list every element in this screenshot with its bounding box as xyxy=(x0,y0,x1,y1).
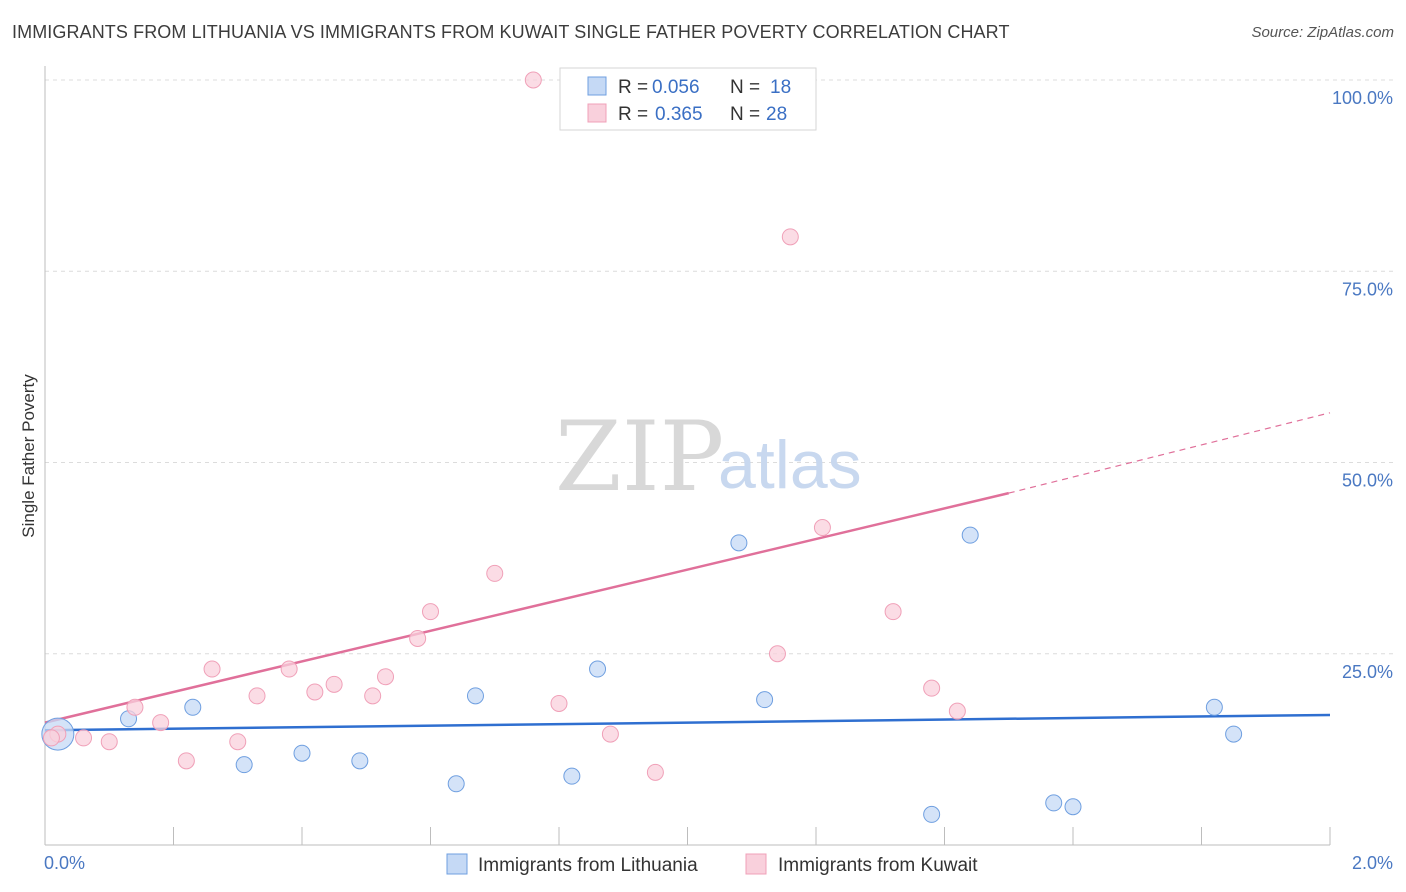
point-lithuania-14 xyxy=(1045,794,1063,812)
point-lithuania-13 xyxy=(961,526,979,544)
point-kuwait-11 xyxy=(325,675,343,693)
point-kuwait-21 xyxy=(768,645,786,663)
point-kuwait-6 xyxy=(203,660,221,678)
legend-swatch-kuwait xyxy=(587,103,607,123)
point-kuwait-8 xyxy=(248,687,266,705)
data-points xyxy=(41,71,1243,823)
point-kuwait-15 xyxy=(422,603,439,621)
x-tick-label-1: 2.0% xyxy=(1352,853,1393,873)
point-kuwait-3 xyxy=(126,698,144,716)
point-kuwait-17 xyxy=(524,71,542,89)
axes xyxy=(44,66,1331,846)
point-kuwait-16 xyxy=(486,564,504,582)
correlation-legend: R = 0.056 N = 18 R = 0.365 N = 28 xyxy=(559,67,817,131)
point-kuwait-26 xyxy=(948,702,966,720)
trendline-kuwait-extension xyxy=(1008,412,1331,494)
y-axis-title: Single Father Poverty xyxy=(19,374,38,538)
point-kuwait-14 xyxy=(409,629,427,647)
point-lithuania-3 xyxy=(235,756,253,774)
y-tick-label-3: 100.0% xyxy=(1332,88,1393,108)
point-kuwait-13 xyxy=(377,668,395,686)
point-kuwait-4 xyxy=(152,714,170,732)
point-kuwait-18 xyxy=(550,694,568,712)
legend-n-label-1: N = xyxy=(730,77,760,98)
point-kuwait-24 xyxy=(884,603,902,621)
bottom-legend-label-kuwait: Immigrants from Kuwait xyxy=(778,855,978,876)
point-kuwait-1 xyxy=(75,729,93,747)
point-kuwait-23 xyxy=(813,519,831,537)
point-kuwait-2 xyxy=(100,733,118,751)
point-lithuania-7 xyxy=(466,687,484,705)
point-kuwait-5 xyxy=(177,752,195,770)
series-legend: Immigrants from Lithuania Immigrants fro… xyxy=(446,853,978,876)
point-lithuania-16 xyxy=(1205,698,1223,716)
point-lithuania-11 xyxy=(756,691,774,709)
point-kuwait-12 xyxy=(364,687,382,705)
legend-n-value-1: 18 xyxy=(770,77,791,98)
point-lithuania-4 xyxy=(293,744,311,762)
x-tick-label-0: 0.0% xyxy=(44,853,85,873)
legend-r-value-2: 0.365 xyxy=(655,104,703,125)
point-lithuania-5 xyxy=(351,752,369,770)
bottom-legend-swatch-lithuania xyxy=(446,853,468,875)
bottom-legend-swatch-kuwait xyxy=(745,853,767,875)
watermark-atlas: atlas xyxy=(718,427,862,503)
point-lithuania-10 xyxy=(730,534,748,552)
bottom-legend-label-lithuania: Immigrants from Lithuania xyxy=(478,855,698,876)
point-lithuania-17 xyxy=(1225,725,1243,743)
point-kuwait-10 xyxy=(306,683,324,701)
grid-lines xyxy=(45,79,1395,655)
watermark: ZIP atlas xyxy=(555,401,862,513)
trendline-lithuania xyxy=(44,713,1331,732)
point-lithuania-8 xyxy=(563,767,581,785)
point-kuwait-9 xyxy=(280,660,298,678)
point-kuwait-7 xyxy=(229,733,247,751)
watermark-zip: ZIP xyxy=(555,401,724,513)
y-tick-label-1: 50.0% xyxy=(1342,471,1393,491)
y-tick-label-2: 75.0% xyxy=(1342,279,1393,299)
point-lithuania-6 xyxy=(447,775,465,793)
x-tick-labels: 0.0% 2.0% xyxy=(44,853,1393,873)
legend-n-label-2: N = xyxy=(730,104,760,125)
legend-swatch-lithuania xyxy=(587,76,607,96)
trendline-kuwait xyxy=(44,491,1010,724)
legend-r-label-1: R = xyxy=(618,77,648,98)
point-kuwait-19 xyxy=(601,725,619,743)
y-tick-label-0: 25.0% xyxy=(1342,662,1393,682)
legend-r-value-1: 0.056 xyxy=(652,77,700,98)
point-lithuania-15 xyxy=(1064,798,1082,816)
point-kuwait-20 xyxy=(646,763,664,781)
chart-title: IMMIGRANTS FROM LITHUANIA VS IMMIGRANTS … xyxy=(12,22,1010,42)
point-lithuania-12 xyxy=(923,805,941,823)
point-lithuania-9 xyxy=(589,660,607,678)
source-label: Source: ZipAtlas.com xyxy=(1251,24,1394,41)
point-kuwait-25 xyxy=(923,679,941,697)
trend-lines xyxy=(44,412,1331,732)
legend-n-value-2: 28 xyxy=(766,104,787,125)
point-kuwait-22 xyxy=(781,228,799,246)
legend-r-label-2: R = xyxy=(618,104,648,125)
point-lithuania-2 xyxy=(184,698,202,716)
y-tick-labels: 25.0% 50.0% 75.0% 100.0% xyxy=(1332,88,1393,682)
point-kuwait-27 xyxy=(42,729,60,747)
